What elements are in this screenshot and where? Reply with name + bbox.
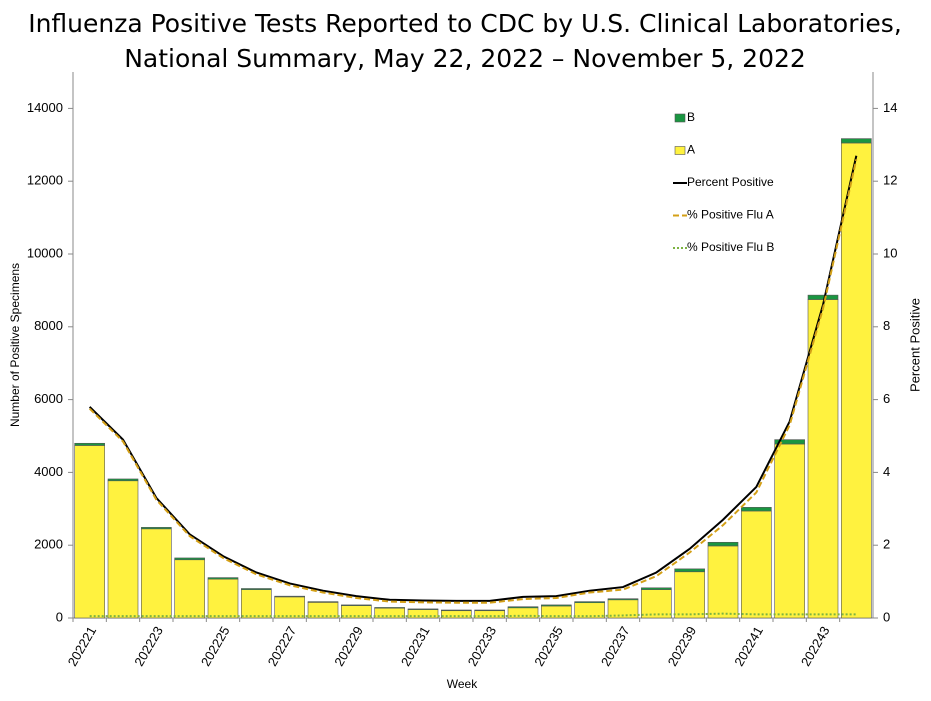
bar	[707, 545, 739, 619]
bar	[407, 608, 439, 610]
x-tick-label: 202223	[131, 624, 166, 669]
y2-tick-label: 12	[883, 173, 897, 188]
bar	[307, 601, 339, 603]
x-tick-label: 202241	[731, 624, 766, 669]
bar	[274, 595, 305, 598]
bar	[607, 598, 639, 601]
legend-swatch	[674, 146, 686, 155]
bar	[274, 596, 305, 619]
y2-tick-label: 8	[883, 318, 890, 333]
legend-label: A	[687, 143, 695, 157]
x-tick-label: 202227	[265, 624, 300, 669]
y2-axis-label: Percent Positive	[907, 298, 922, 392]
x-tick-label: 202237	[598, 624, 633, 669]
bar	[841, 142, 872, 619]
bar	[674, 571, 705, 619]
legend-label: B	[687, 110, 695, 124]
y2-tick-label: 2	[883, 537, 890, 552]
line	[88, 155, 858, 602]
bar	[374, 607, 405, 609]
legend-label: % Positive Flu A	[687, 208, 774, 222]
bar	[541, 604, 572, 607]
y-tick-label: 14000	[27, 100, 63, 115]
chart-title: National Summary, May 22, 2022 – Novembe…	[124, 44, 806, 73]
bar	[207, 577, 239, 580]
x-tick-label: 202239	[665, 624, 700, 669]
bar	[807, 299, 839, 619]
chart-title: Influenza Positive Tests Reported to CDC…	[28, 9, 902, 38]
bar	[441, 609, 472, 612]
y2-tick-label: 4	[883, 464, 890, 479]
bar	[341, 604, 372, 606]
x-axis-label: Week	[447, 677, 478, 691]
y2-tick-label: 10	[883, 245, 897, 260]
bar	[841, 138, 872, 144]
bar	[241, 589, 272, 619]
bar	[574, 601, 605, 604]
bar	[174, 559, 205, 619]
bar	[107, 478, 139, 482]
bar	[807, 294, 839, 300]
bar	[641, 587, 672, 590]
bar	[774, 443, 805, 619]
y-tick-label: 8000	[34, 318, 63, 333]
x-tick-label: 202229	[331, 624, 366, 669]
x-tick-label: 202233	[465, 624, 500, 669]
bar	[741, 510, 772, 619]
y2-tick-label: 0	[883, 609, 890, 624]
bar	[74, 442, 105, 446]
y-tick-label: 4000	[34, 464, 63, 479]
bar	[141, 528, 172, 619]
bar	[774, 439, 805, 445]
x-tick-label: 202243	[798, 624, 833, 669]
y-tick-label: 12000	[27, 173, 63, 188]
bar	[107, 480, 139, 619]
legend-label: Percent Positive	[687, 175, 774, 189]
x-tick-label: 202225	[198, 624, 233, 669]
line	[88, 159, 858, 604]
y-tick-label: 0	[56, 609, 63, 624]
y-axis-label: Number of Positive Specimens	[8, 263, 22, 427]
x-tick-label: 202221	[65, 624, 100, 669]
x-tick-label: 202235	[531, 624, 566, 669]
bar	[707, 541, 739, 547]
bar	[474, 609, 505, 612]
y-tick-label: 2000	[34, 537, 63, 552]
bar	[207, 578, 239, 619]
bar	[507, 606, 539, 609]
y-tick-label: 6000	[34, 391, 63, 406]
bar	[741, 507, 772, 512]
bar	[141, 527, 172, 530]
y2-tick-label: 6	[883, 391, 890, 406]
bar	[674, 568, 705, 573]
y-tick-label: 10000	[27, 245, 63, 260]
legend-swatch	[674, 113, 686, 123]
x-tick-label: 202231	[398, 624, 433, 669]
y2-tick-label: 14	[883, 100, 897, 115]
bar	[74, 445, 105, 619]
legend-label: % Positive Flu B	[687, 240, 774, 254]
bar	[174, 557, 205, 561]
bar	[241, 588, 272, 590]
